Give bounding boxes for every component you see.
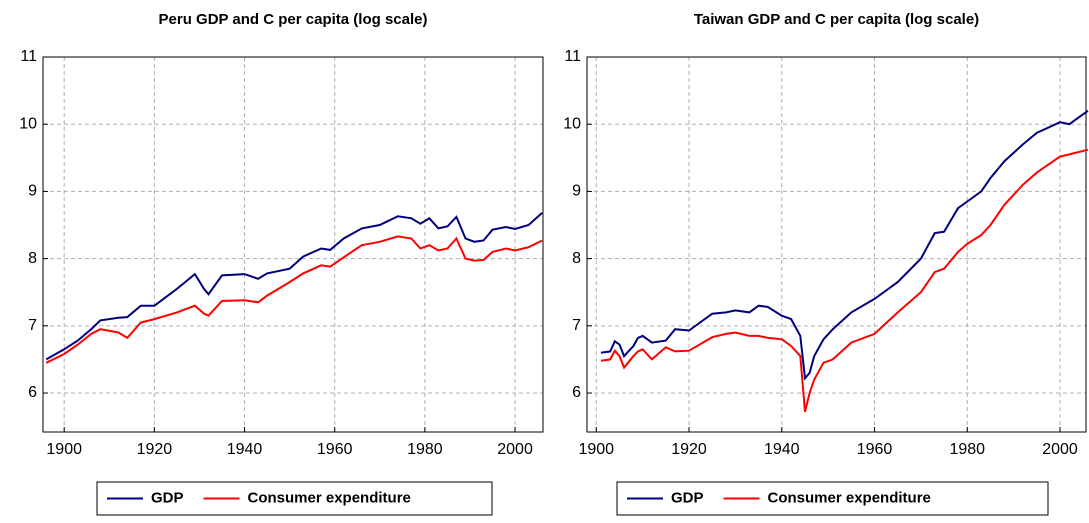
x-tick-label: 1900 [46, 441, 82, 458]
plot-frame [586, 56, 1087, 433]
x-tick-label: 1940 [227, 441, 263, 458]
legend-box [96, 481, 493, 516]
plot-frame [42, 56, 544, 433]
y-tick-label: 9 [28, 183, 37, 200]
chart-title: Taiwan GDP and C per capita (log scale) [694, 11, 979, 28]
chart-title: Peru GDP and C per capita (log scale) [159, 11, 428, 28]
x-tick-label: 1960 [317, 441, 353, 458]
x-tick-label: 1900 [578, 441, 614, 458]
legend-label: GDP [671, 489, 704, 506]
x-tick-label: 1960 [857, 441, 893, 458]
y-tick-label: 8 [572, 250, 581, 267]
x-tick-label: 1940 [764, 441, 800, 458]
series-line [45, 212, 543, 361]
series-line [600, 109, 1089, 381]
y-tick-label: 10 [563, 115, 581, 132]
x-tick-label: 2000 [1042, 441, 1078, 458]
x-tick-label: 1920 [671, 441, 707, 458]
y-tick-label: 8 [28, 250, 37, 267]
series-line [600, 148, 1089, 413]
y-tick-label: 10 [19, 115, 37, 132]
legend-box [616, 481, 1049, 516]
x-tick-label: 1980 [407, 441, 443, 458]
legend-label: Consumer expenditure [768, 489, 931, 506]
series-line [45, 235, 543, 364]
y-tick-label: 7 [28, 317, 37, 334]
y-tick-label: 11 [20, 48, 37, 65]
y-tick-label: 9 [572, 183, 581, 200]
y-tick-label: 11 [564, 48, 581, 65]
y-tick-label: 6 [28, 384, 37, 401]
x-tick-label: 1980 [949, 441, 985, 458]
y-tick-label: 7 [572, 317, 581, 334]
legend-label: Consumer expenditure [248, 489, 411, 506]
y-tick-label: 6 [572, 384, 581, 401]
x-tick-label: 2000 [497, 441, 533, 458]
legend-label: GDP [151, 489, 184, 506]
x-tick-label: 1920 [137, 441, 173, 458]
